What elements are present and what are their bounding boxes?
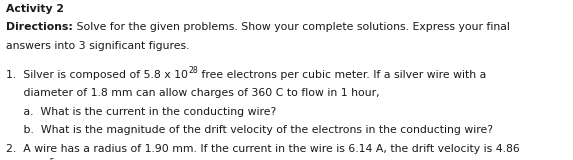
Text: free electrons per cubic meter. If a silver wire with a: free electrons per cubic meter. If a sil…: [198, 70, 486, 80]
Text: Activity 2: Activity 2: [6, 4, 64, 14]
Text: 28: 28: [188, 66, 198, 75]
Text: 2.  A wire has a radius of 1.90 mm. If the current in the wire is 6.14 A, the dr: 2. A wire has a radius of 1.90 mm. If th…: [6, 144, 520, 154]
Text: a.  What is the current in the conducting wire?: a. What is the current in the conducting…: [6, 107, 276, 117]
Text: b.  What is the magnitude of the drift velocity of the electrons in the conducti: b. What is the magnitude of the drift ve…: [6, 125, 493, 135]
Text: diameter of 1.8 mm can allow charges of 360 C to flow in 1 hour,: diameter of 1.8 mm can allow charges of …: [6, 88, 380, 98]
Text: -5: -5: [47, 158, 55, 160]
Text: Solve for the given problems. Show your complete solutions. Express your final: Solve for the given problems. Show your …: [73, 23, 510, 32]
Text: 1.  Silver is composed of 5.8 x 10: 1. Silver is composed of 5.8 x 10: [6, 70, 188, 80]
Text: Directions:: Directions:: [6, 23, 73, 32]
Text: answers into 3 significant figures.: answers into 3 significant figures.: [6, 41, 190, 51]
